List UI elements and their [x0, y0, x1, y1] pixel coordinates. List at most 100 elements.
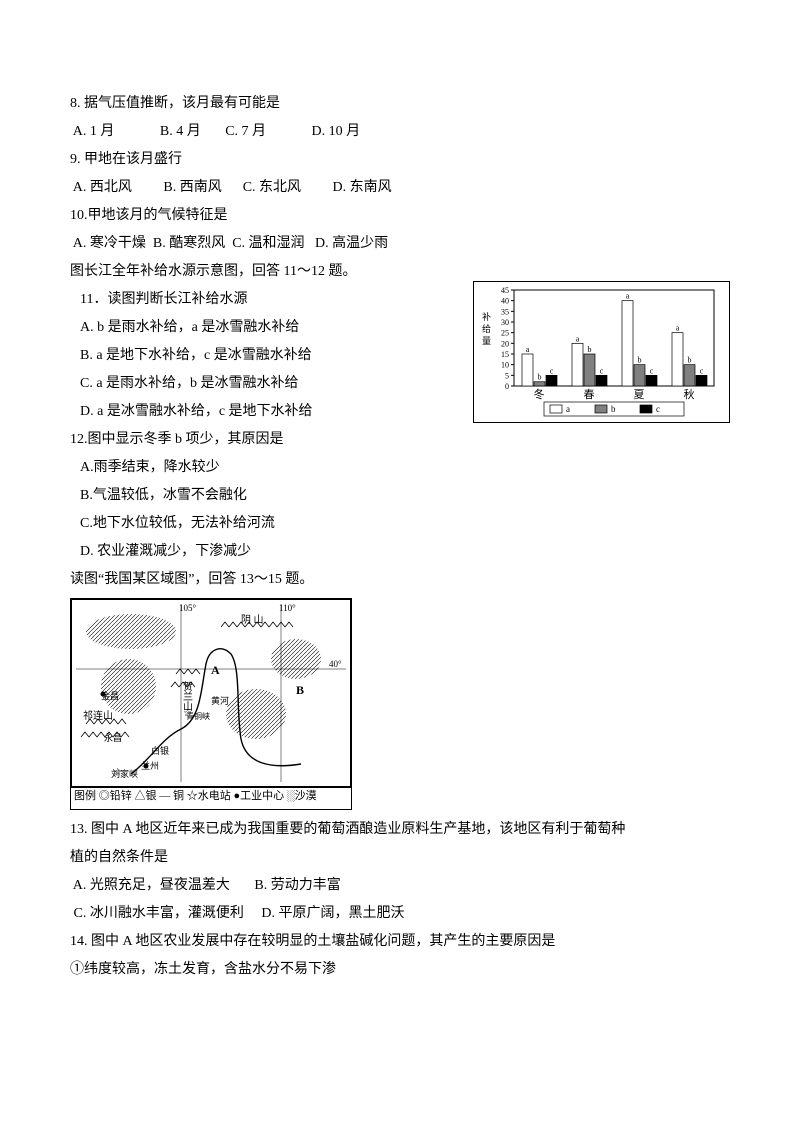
q12-opt-d: D. 农业灌溉减少，下渗减少	[70, 538, 730, 566]
opt-d: D. 10 月	[312, 124, 361, 139]
q13-options1: A. 光照充足，昼夜温差大 B. 劳动力丰富	[70, 872, 730, 900]
opt-d: D. 高温少雨	[315, 236, 388, 251]
text: 8. 据气压值推断，该月最有可能是	[70, 96, 280, 111]
svg-text:白银: 白银	[151, 745, 169, 756]
svg-text:c: c	[600, 366, 604, 375]
text: 10.甲地该月的气候特征是	[70, 208, 228, 223]
q12-opt-c: C.地下水位较低，无法补给河流	[70, 510, 730, 538]
svg-text:0: 0	[505, 382, 509, 391]
text: B.气温较低，冰雪不会融化	[80, 488, 247, 503]
text: 读图“我国某区域图”，回答 13～15 题。	[70, 572, 313, 587]
text: D. a 是冰雪融水补给，c 是地下水补给	[80, 404, 313, 419]
q13-options2: C. 冰川融水丰富，灌溉便利 D. 平原广阔，黑土肥沃	[70, 900, 730, 928]
svg-text:5: 5	[505, 371, 509, 380]
opt-d: D. 东南风	[333, 180, 392, 195]
q12-opt-b: B.气温较低，冰雪不会融化	[70, 482, 730, 510]
text: 13. 图中 A 地区近年来已成为我国重要的葡萄酒酿造业原料生产基地，该地区有利…	[70, 822, 625, 837]
svg-text:30: 30	[501, 318, 509, 327]
svg-text:c: c	[550, 366, 554, 375]
svg-text:永昌: 永昌	[104, 732, 122, 743]
svg-text:a: a	[566, 404, 570, 414]
svg-text:a: a	[676, 324, 680, 333]
svg-text:15: 15	[501, 350, 509, 359]
opt-a: A. 西北风	[73, 180, 132, 195]
opt-c: C. 冰川融水丰富，灌溉便利	[74, 906, 244, 921]
svg-text:110°: 110°	[279, 603, 296, 613]
svg-text:阴 山: 阴 山	[241, 614, 264, 626]
svg-text:秋: 秋	[684, 387, 695, 401]
opt-d: D. 平原广阔，黑土肥沃	[261, 906, 404, 921]
svg-text:b: b	[638, 356, 642, 365]
opt-a: A. 寒冷干燥	[73, 236, 146, 251]
svg-text:a: a	[576, 334, 580, 343]
q8-stem: 8. 据气压值推断，该月最有可能是	[70, 90, 730, 118]
svg-text:40: 40	[501, 297, 509, 306]
opt-b: B. 西南风	[163, 180, 221, 195]
q8-options: A. 1 月 B. 4 月 C. 7 月 D. 10 月	[70, 118, 730, 146]
svg-text:105°: 105°	[179, 603, 197, 613]
svg-text:20: 20	[501, 339, 509, 348]
text: C. a 是雨水补给，b 是冰雪融水补给	[80, 376, 299, 391]
svg-text:c: c	[656, 404, 660, 414]
svg-text:40°: 40°	[329, 659, 342, 669]
q13-stem1: 13. 图中 A 地区近年来已成为我国重要的葡萄酒酿造业原料生产基地，该地区有利…	[70, 816, 730, 844]
q13-stem2: 植的自然条件是	[70, 844, 730, 872]
opt-c: C. 7 月	[225, 124, 266, 139]
svg-text:量: 量	[482, 336, 491, 346]
text: A.雨季结束，降水较少	[80, 460, 220, 475]
map-svg: 105°110°40°阴 山贺兰山金昌祁连山永昌黄河青铜峡白银兰州刘家峡AB☆☆	[71, 599, 351, 787]
text: A. b 是雨水补给，a 是冰雪融水补给	[80, 320, 299, 335]
text: B. a 是地下水补给，c 是冰雪融水补给	[80, 348, 312, 363]
text: 14. 图中 A 地区农业发展中存在较明显的土壤盐碱化问题，其产生的主要原因是	[70, 934, 555, 949]
svg-text:祁连山: 祁连山	[83, 709, 113, 722]
text: 植的自然条件是	[70, 850, 168, 865]
svg-text:a: a	[626, 292, 630, 301]
svg-text:冬: 冬	[534, 387, 545, 401]
opt-b: B. 酷寒烈风	[153, 236, 225, 251]
svg-text:b: b	[611, 404, 616, 414]
svg-text:☆: ☆	[113, 767, 122, 778]
map-legend: 图例 ◎铅锌 △银 — 铜 ☆水电站 ●工业中心 ░沙漠	[71, 787, 351, 805]
svg-text:10: 10	[501, 361, 509, 370]
svg-text:补: 补	[482, 311, 491, 322]
intro-13-15: 读图“我国某区域图”，回答 13～15 题。	[70, 566, 730, 594]
opt-a: A. 光照充足，昼夜温差大	[73, 878, 230, 893]
svg-text:35: 35	[501, 307, 509, 316]
svg-text:A: A	[211, 663, 220, 677]
opt-a: A. 1 月	[73, 124, 115, 139]
svg-text:春: 春	[584, 388, 595, 401]
svg-text:黄河: 黄河	[211, 695, 229, 706]
q12-opt-a: A.雨季结束，降水较少	[70, 454, 730, 482]
opt-b: B. 4 月	[160, 124, 201, 139]
svg-text:☆: ☆	[183, 708, 192, 719]
svg-text:B: B	[296, 683, 304, 697]
svg-text:c: c	[650, 366, 654, 375]
svg-text:给: 给	[482, 323, 491, 334]
q14-cond1: ①纬度较高，冻土发育，含盐水分不易下渗	[70, 956, 730, 984]
text: 图例 ◎铅锌 △银 — 铜 ☆水电站 ●工业中心 ░沙漠	[74, 790, 317, 802]
opt-b: B. 劳动力丰富	[254, 878, 340, 893]
bar-chart: 051015202530354045补给量abc冬abc春abc夏abc秋abc	[473, 281, 730, 423]
svg-text:贺兰山: 贺兰山	[181, 681, 193, 711]
svg-text:c: c	[700, 366, 704, 375]
svg-text:夏: 夏	[634, 388, 645, 401]
text: C.地下水位较低，无法补给河流	[80, 516, 275, 531]
svg-text:a: a	[526, 345, 530, 354]
svg-text:45: 45	[501, 286, 509, 295]
svg-text:b: b	[588, 345, 592, 354]
text: 图长江全年补给水源示意图，回答 11～12 题。	[70, 264, 356, 279]
opt-c: C. 东北风	[243, 180, 301, 195]
svg-text:b: b	[538, 373, 542, 382]
q9-stem: 9. 甲地在该月盛行	[70, 146, 730, 174]
text: D. 农业灌溉减少，下渗减少	[80, 544, 251, 559]
q9-options: A. 西北风 B. 西南风 C. 东北风 D. 东南风	[70, 174, 730, 202]
q14-stem: 14. 图中 A 地区农业发展中存在较明显的土壤盐碱化问题，其产生的主要原因是	[70, 928, 730, 956]
region-map: 105°110°40°阴 山贺兰山金昌祁连山永昌黄河青铜峡白银兰州刘家峡AB☆☆…	[70, 598, 352, 810]
svg-text:b: b	[688, 356, 692, 365]
opt-c: C. 温和湿润	[232, 236, 304, 251]
chart-svg: 051015202530354045补给量abc冬abc春abc夏abc秋abc	[474, 282, 729, 422]
text: 9. 甲地在该月盛行	[70, 152, 182, 167]
q10-options: A. 寒冷干燥 B. 酷寒烈风 C. 温和湿润 D. 高温少雨	[70, 230, 730, 258]
q12-stem: 12.图中显示冬季 b 项少，其原因是	[70, 426, 730, 454]
q10-stem: 10.甲地该月的气候特征是	[70, 202, 730, 230]
